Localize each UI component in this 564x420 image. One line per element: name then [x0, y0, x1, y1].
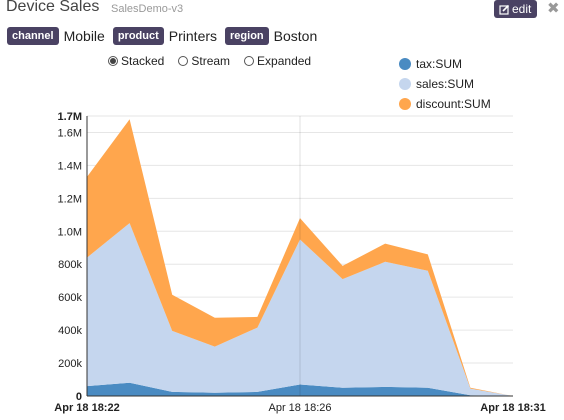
y-tick-label: 600k — [58, 292, 82, 304]
y-tick-label: 1.6M — [58, 127, 82, 139]
y-tick-label: 1.4M — [58, 160, 82, 172]
y-tick-label: 1.7M — [58, 111, 82, 123]
y-tick-label: 1.0M — [58, 226, 82, 238]
x-tick-label: Apr 18 18:31 — [480, 402, 545, 414]
y-tick-label: 400k — [58, 325, 82, 337]
y-tick-label: 800k — [58, 259, 82, 271]
x-tick-label: Apr 18 18:26 — [269, 402, 332, 414]
y-tick-label: 1.2M — [58, 193, 82, 205]
y-tick-label: 200k — [58, 358, 82, 370]
x-tick-label: Apr 18 18:22 — [54, 402, 119, 414]
